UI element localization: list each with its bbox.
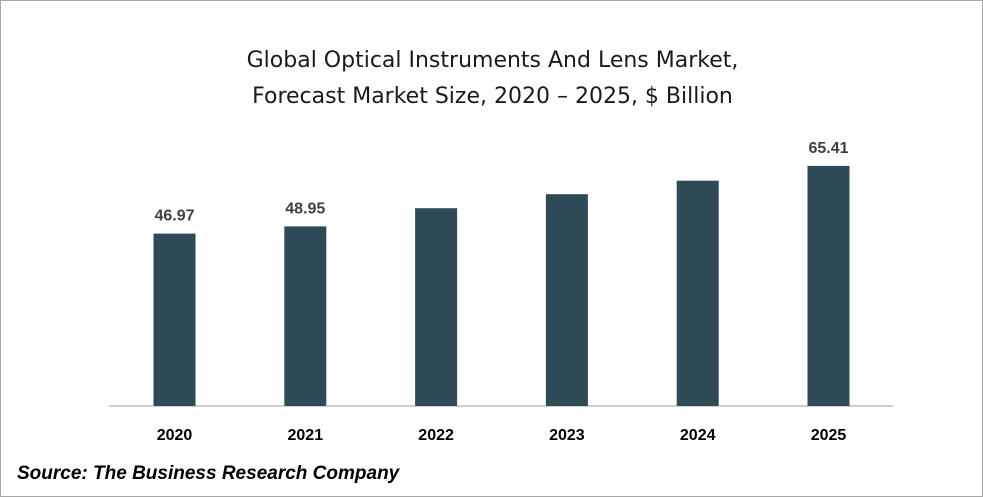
x-tick-label-2023: 2023: [549, 427, 585, 444]
bar-2024: [676, 180, 719, 406]
bar-2021: [284, 226, 327, 406]
x-tick-label-2022: 2022: [418, 427, 454, 444]
x-tick-label-2025: 2025: [811, 427, 847, 444]
bar-2023: [545, 194, 588, 406]
chart-title: Global Optical Instruments And Lens Mark…: [1, 43, 983, 115]
data-label-2021: 48.95: [285, 200, 325, 217]
source-note: Source: The Business Research Company: [17, 463, 400, 484]
x-tick-label-2024: 2024: [680, 427, 716, 444]
bar-2022: [415, 208, 458, 406]
bar-2025: [807, 165, 850, 406]
chart-title-line-1: Global Optical Instruments And Lens Mark…: [246, 48, 739, 73]
chart-title-line-2: Forecast Market Size, 2020 – 2025, $ Bil…: [252, 84, 733, 109]
bar-2020: [153, 233, 196, 406]
data-label-2020: 46.97: [154, 208, 194, 225]
x-tick-label-2021: 2021: [288, 427, 324, 444]
data-label-2025: 65.41: [808, 140, 848, 157]
x-tick-label-2020: 2020: [157, 427, 193, 444]
